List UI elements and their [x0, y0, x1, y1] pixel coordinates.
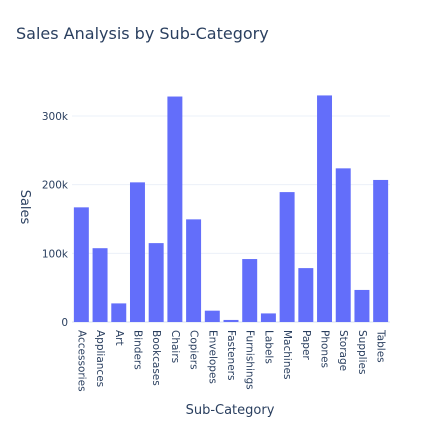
bar-phones[interactable]	[317, 95, 333, 323]
bar-binders[interactable]	[129, 182, 145, 322]
x-tick-label: Chairs	[169, 330, 181, 363]
bars	[73, 95, 389, 323]
bar-labels[interactable]	[260, 313, 276, 322]
bar-copiers[interactable]	[186, 219, 202, 322]
y-tick-label: 100k	[42, 248, 69, 260]
bar-chairs[interactable]	[167, 96, 183, 322]
bar-supplies[interactable]	[354, 289, 370, 322]
bar-envelopes[interactable]	[204, 310, 220, 322]
x-tick-label: Envelopes	[206, 330, 218, 384]
bar-furnishings[interactable]	[242, 259, 258, 322]
x-tick-label: Storage	[337, 330, 349, 371]
bar-tables[interactable]	[373, 179, 389, 322]
x-tick-label: Tables	[375, 329, 387, 363]
x-tick-label: Supplies	[356, 330, 368, 374]
x-tick-label: Machines	[281, 330, 293, 379]
x-tick-label: Bookcases	[150, 330, 162, 386]
y-tick-label: 300k	[42, 111, 69, 123]
y-tick-label: 200k	[42, 180, 69, 192]
y-axis-ticks: 0 100k 200k 300k	[42, 111, 69, 329]
bar-machines[interactable]	[279, 192, 295, 322]
x-tick-label: Phones	[319, 330, 331, 368]
bar-paper[interactable]	[298, 268, 314, 322]
x-tick-label: Furnishings	[244, 330, 256, 390]
bar-bookcases[interactable]	[148, 243, 164, 322]
x-tick-label: Paper	[300, 330, 312, 360]
x-tick-label: Appliances	[94, 330, 106, 387]
x-tick-label: Binders	[131, 330, 143, 370]
x-tick-label: Accessories	[75, 330, 87, 392]
bar-accessories[interactable]	[73, 207, 89, 322]
x-tick-label: Labels	[262, 330, 274, 364]
x-axis-title: Sub-Category	[186, 403, 275, 418]
x-tick-label: Copiers	[188, 330, 200, 370]
chart-title: Sales Analysis by Sub-Category	[16, 24, 269, 43]
y-tick-label: 0	[61, 317, 68, 329]
y-axis-title: Sales	[17, 190, 32, 225]
bar-storage[interactable]	[335, 168, 351, 322]
x-tick-label: Fasteners	[225, 330, 237, 380]
bar-fasteners[interactable]	[223, 319, 239, 322]
bar-art[interactable]	[111, 303, 127, 322]
x-axis-ticks: Accessories Appliances Art Binders Bookcases…	[75, 329, 386, 392]
bar-appliances[interactable]	[92, 248, 108, 322]
x-tick-label: Art	[113, 330, 125, 346]
